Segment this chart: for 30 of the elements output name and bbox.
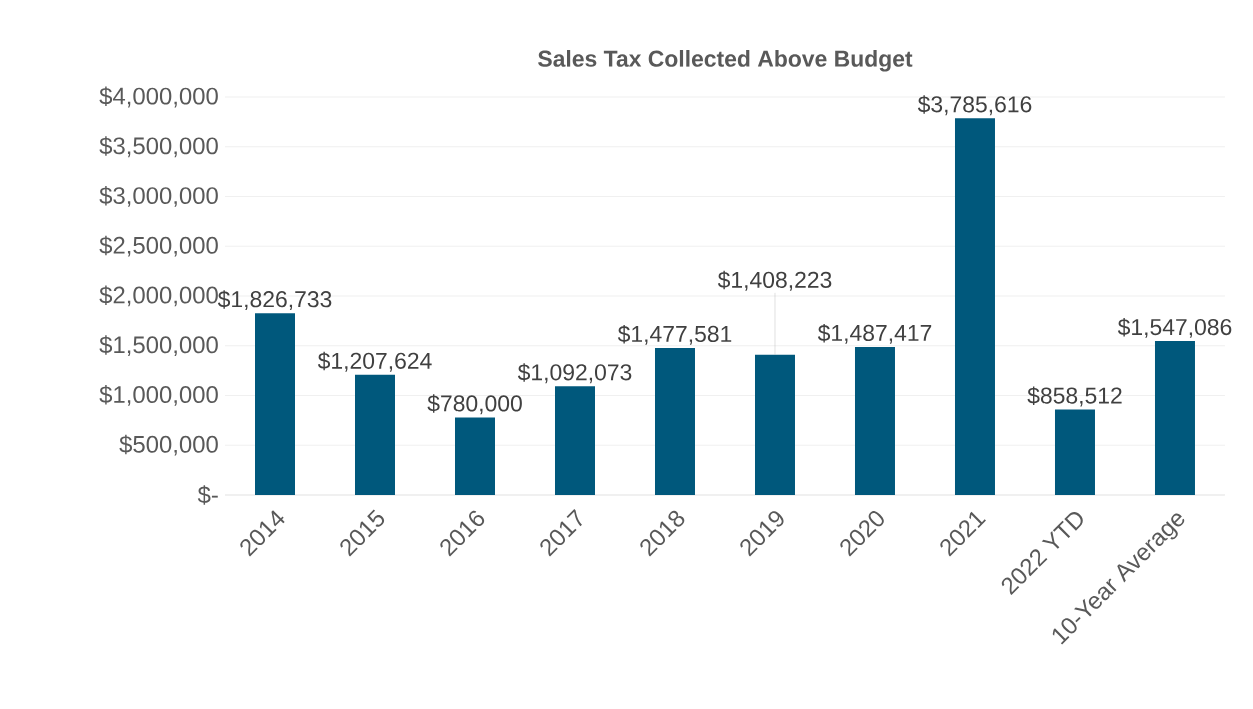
y-tick-label: $500,000 — [119, 434, 218, 456]
data-label: $1,092,073 — [517, 363, 632, 384]
bar — [455, 417, 495, 495]
data-label: $858,512 — [1027, 386, 1122, 407]
data-label: $1,487,417 — [817, 323, 932, 344]
bar — [355, 374, 395, 495]
y-tick-label: $2,000,000 — [99, 285, 218, 307]
data-label: $780,000 — [427, 394, 522, 415]
data-label: $1,826,733 — [217, 290, 332, 311]
y-tick-label: $3,000,000 — [99, 186, 218, 207]
bar — [754, 354, 795, 495]
y-tick-label: $- — [197, 485, 218, 505]
y-tick-label: $1,000,000 — [99, 385, 218, 406]
y-tick-label: $3,500,000 — [99, 136, 218, 158]
chart-title: Sales Tax Collected Above Budget — [538, 50, 913, 72]
bar — [954, 118, 995, 495]
data-label: $1,408,223 — [717, 270, 832, 291]
y-tick-label: $4,000,000 — [99, 86, 218, 108]
bar — [255, 313, 295, 495]
data-label: $1,477,581 — [617, 324, 732, 345]
bar — [554, 386, 595, 495]
data-label: $1,547,086 — [1117, 317, 1232, 338]
bar — [854, 346, 895, 495]
bar — [654, 347, 695, 495]
bar — [1054, 409, 1095, 495]
data-label: $3,785,616 — [917, 95, 1032, 116]
y-tick-label: $2,500,000 — [99, 235, 218, 257]
bar — [1154, 341, 1195, 495]
data-label: $1,207,624 — [317, 351, 432, 372]
y-tick-label: $1,500,000 — [99, 335, 218, 357]
